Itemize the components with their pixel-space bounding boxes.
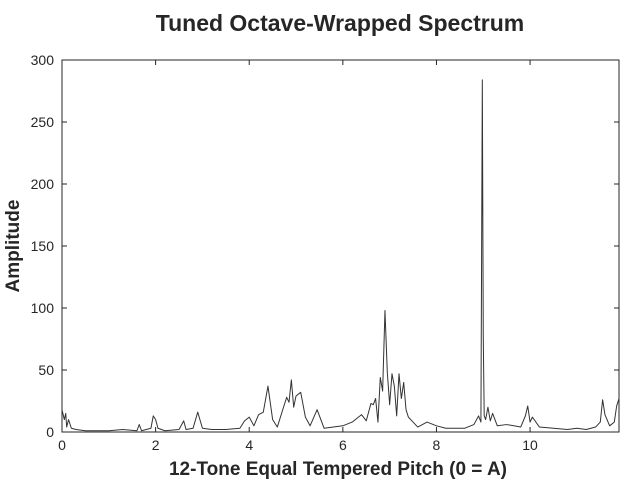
- y-tick-label: 100: [31, 300, 55, 316]
- y-tick-label: 300: [31, 52, 55, 68]
- y-axis-label: Amplitude: [3, 200, 24, 293]
- y-tick-label: 50: [38, 362, 54, 378]
- x-tick-label: 2: [152, 437, 160, 453]
- x-tick-label: 8: [433, 437, 441, 453]
- spectrum-series: [62, 80, 619, 431]
- series-line-0: [62, 80, 619, 431]
- y-tick-label: 200: [31, 176, 55, 192]
- x-tick-label: 10: [522, 437, 538, 453]
- x-tick-label: 0: [58, 437, 66, 453]
- x-tick-label: 4: [245, 437, 253, 453]
- y-tick-label: 0: [46, 424, 54, 440]
- y-tick-label: 150: [31, 238, 55, 254]
- chart-title: Tuned Octave-Wrapped Spectrum: [156, 10, 525, 36]
- x-tick-label: 6: [339, 437, 347, 453]
- x-axis-label: 12-Tone Equal Tempered Pitch (0 = A): [169, 459, 507, 480]
- y-tick-label: 250: [31, 114, 55, 130]
- plot-frame: [62, 60, 619, 432]
